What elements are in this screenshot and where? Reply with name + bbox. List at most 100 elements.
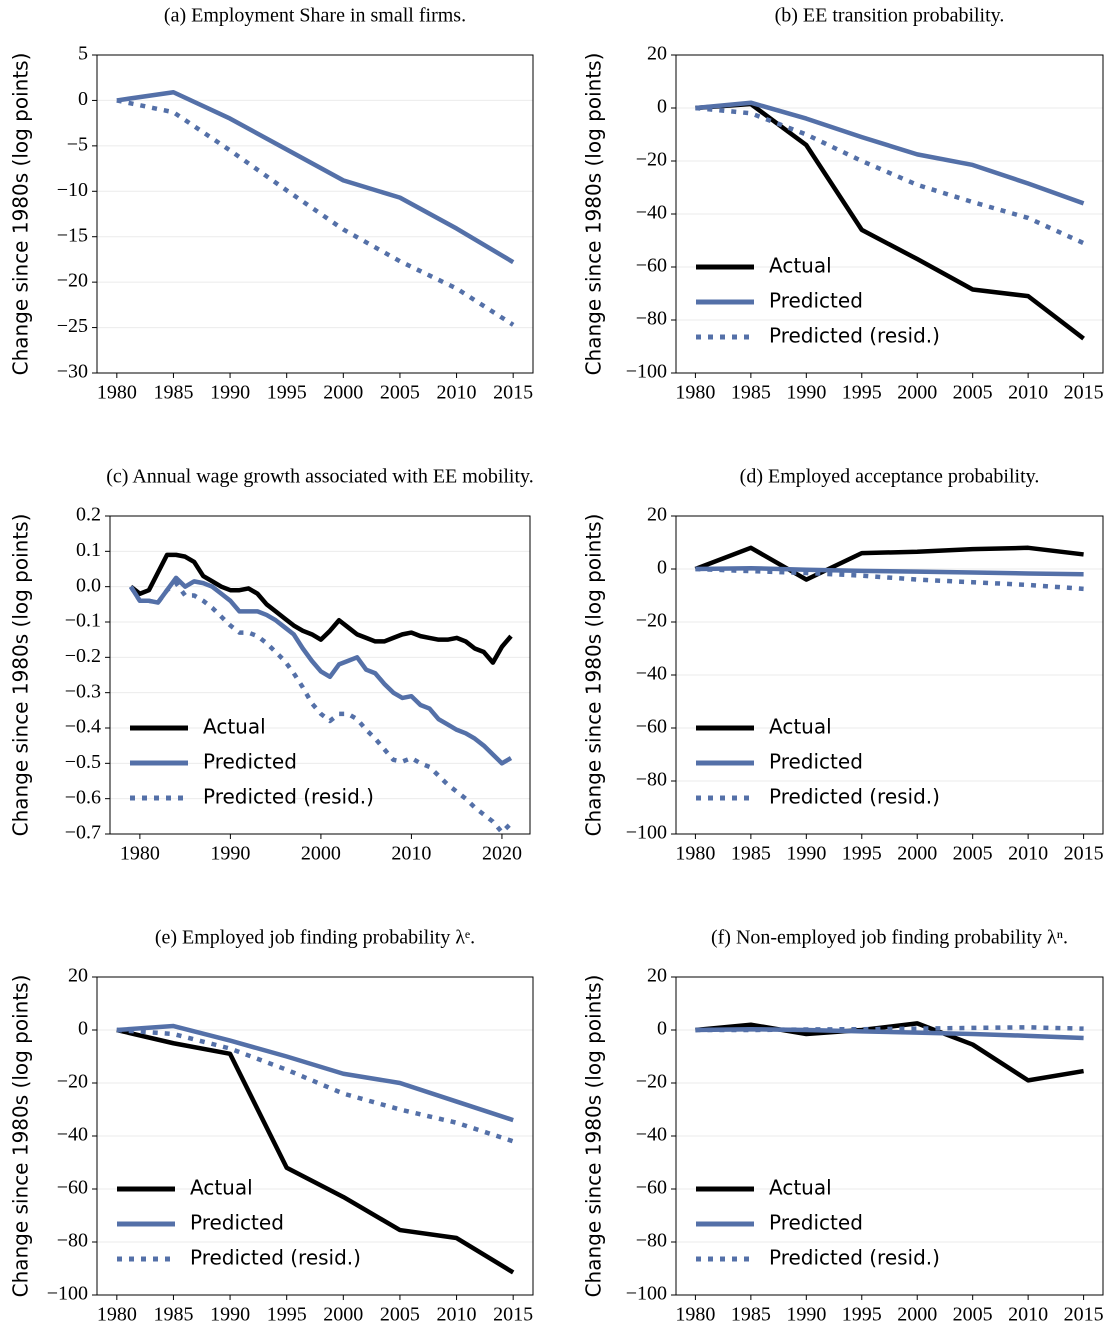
y-tick-label: −100 bbox=[626, 1283, 667, 1305]
x-tick-label: 1985 bbox=[731, 382, 771, 404]
y-tick-label: −0.5 bbox=[65, 751, 101, 773]
legend-label: Actual bbox=[769, 254, 832, 278]
series-line bbox=[695, 1025, 1084, 1033]
legend-label: Predicted bbox=[769, 1211, 863, 1235]
y-tick-label: −80 bbox=[636, 769, 667, 791]
x-tick-label: 1985 bbox=[153, 382, 193, 404]
y-tick-label: −20 bbox=[636, 610, 667, 632]
y-tick-label: −5 bbox=[67, 133, 88, 155]
x-tick-label: 2010 bbox=[391, 843, 431, 865]
legend-label: Predicted bbox=[203, 750, 297, 774]
x-tick-label: 2000 bbox=[897, 382, 937, 404]
legend-label: Predicted (resid.) bbox=[203, 785, 374, 809]
x-tick-label: 1990 bbox=[786, 843, 826, 865]
x-tick-label: 2015 bbox=[493, 1304, 533, 1326]
plot-frame bbox=[675, 54, 1104, 374]
x-tick-label: 2005 bbox=[953, 1304, 993, 1326]
y-tick-label: −25 bbox=[57, 315, 88, 337]
x-tick-label: 2010 bbox=[1008, 1304, 1048, 1326]
y-tick-label: −0.1 bbox=[65, 610, 101, 632]
panel-title: (a) Employment Share in small firms. bbox=[164, 5, 466, 27]
x-tick-label: 2005 bbox=[380, 1304, 420, 1326]
legend-label: Actual bbox=[769, 715, 832, 739]
x-tick-label: 2005 bbox=[380, 382, 420, 404]
panel: (d) Employed acceptance probability. Chan… bbox=[582, 466, 1104, 865]
y-tick-label: 20 bbox=[647, 504, 667, 526]
panel-title: (b) EE transition probability. bbox=[775, 5, 1005, 27]
x-tick-label: 1990 bbox=[210, 843, 250, 865]
panel: (c) Annual wage growth associated with E… bbox=[9, 466, 534, 865]
y-tick-label: 0 bbox=[657, 557, 667, 579]
series-line bbox=[116, 98, 515, 327]
legend-label: Predicted (resid.) bbox=[190, 1246, 361, 1270]
legend-label: Predicted bbox=[190, 1211, 284, 1235]
y-tick-label: −10 bbox=[57, 179, 88, 201]
x-tick-label: 1980 bbox=[97, 382, 137, 404]
x-tick-label: 1995 bbox=[842, 843, 882, 865]
panel: (e) Employed job finding probability λᵉ.… bbox=[9, 927, 534, 1326]
x-tick-label: 2010 bbox=[1008, 382, 1048, 404]
series-line bbox=[128, 575, 513, 766]
y-tick-label: −80 bbox=[636, 308, 667, 330]
series-line bbox=[694, 545, 1084, 582]
x-tick-label: 1980 bbox=[675, 382, 715, 404]
y-tick-label: −0.6 bbox=[65, 786, 101, 808]
series-line bbox=[116, 1023, 514, 1123]
x-tick-label: 2005 bbox=[953, 382, 993, 404]
legend-label: Predicted bbox=[769, 289, 863, 313]
x-tick-label: 1985 bbox=[731, 1304, 771, 1326]
y-tick-label: −100 bbox=[626, 822, 667, 844]
x-tick-label: 1995 bbox=[267, 382, 307, 404]
x-tick-label: 2000 bbox=[897, 1304, 937, 1326]
y-tick-label: −40 bbox=[57, 1124, 88, 1146]
plot-frame bbox=[96, 976, 534, 1296]
y-tick-label: −20 bbox=[636, 149, 667, 171]
y-tick-label: 0 bbox=[657, 96, 667, 118]
y-tick-label: −0.3 bbox=[65, 680, 101, 702]
series-line bbox=[695, 101, 1085, 341]
panel: (b) EE transition probability. Change sin… bbox=[582, 5, 1104, 404]
x-tick-label: 1995 bbox=[842, 382, 882, 404]
x-tick-label: 1995 bbox=[842, 1304, 882, 1326]
legend-label: Actual bbox=[190, 1176, 253, 1200]
y-axis-label: Change since 1980s (log points) bbox=[582, 514, 606, 837]
y-tick-label: 20 bbox=[647, 965, 667, 987]
y-tick-label: −60 bbox=[636, 716, 667, 738]
y-tick-label: 0 bbox=[78, 88, 88, 110]
y-axis-label: Change since 1980s (log points) bbox=[9, 975, 33, 1298]
y-tick-label: 0.1 bbox=[76, 539, 101, 561]
panel-title: (e) Employed job finding probability λᵉ. bbox=[155, 927, 475, 949]
y-tick-label: −40 bbox=[636, 663, 667, 685]
y-tick-label: −0.4 bbox=[65, 716, 101, 738]
series-line bbox=[116, 1027, 514, 1144]
series-line bbox=[116, 90, 515, 265]
y-tick-label: −60 bbox=[636, 1177, 667, 1199]
legend-label: Predicted bbox=[769, 750, 863, 774]
panel: (a) Employment Share in small firms. Chan… bbox=[9, 5, 534, 404]
x-tick-label: 2010 bbox=[437, 382, 477, 404]
x-tick-label: 1985 bbox=[153, 1304, 193, 1326]
y-tick-label: −20 bbox=[57, 1071, 88, 1093]
x-tick-label: 2000 bbox=[323, 1304, 363, 1326]
legend-label: Actual bbox=[769, 1176, 832, 1200]
x-tick-label: 1985 bbox=[731, 843, 771, 865]
y-tick-label: 0.0 bbox=[76, 574, 101, 596]
y-axis-label: Change since 1980s (log points) bbox=[9, 514, 33, 837]
x-tick-label: 1980 bbox=[97, 1304, 137, 1326]
x-tick-label: 1980 bbox=[675, 843, 715, 865]
series-line bbox=[695, 100, 1085, 206]
series-line bbox=[695, 105, 1085, 246]
y-tick-label: −100 bbox=[626, 361, 667, 383]
series-line bbox=[695, 565, 1084, 577]
x-tick-label: 2000 bbox=[323, 382, 363, 404]
panel-title: (c) Annual wage growth associated with E… bbox=[106, 466, 534, 488]
y-tick-label: 0 bbox=[78, 1018, 88, 1040]
x-tick-label: 2000 bbox=[897, 843, 937, 865]
y-tick-label: −80 bbox=[636, 1230, 667, 1252]
y-tick-label: −15 bbox=[57, 224, 88, 246]
y-tick-label: −20 bbox=[57, 270, 88, 292]
y-tick-label: −30 bbox=[57, 361, 88, 383]
y-tick-label: −40 bbox=[636, 202, 667, 224]
